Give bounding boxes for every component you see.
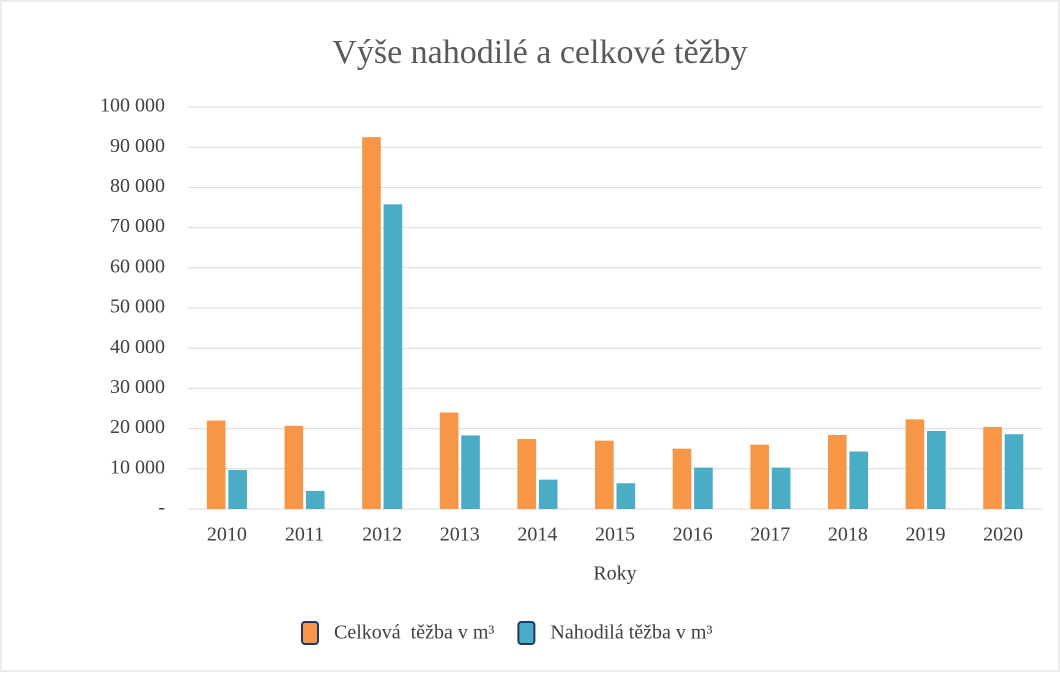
bar [362, 137, 381, 509]
bar [849, 451, 869, 509]
bar [927, 431, 946, 509]
x-tick-label: 2015 [595, 524, 635, 546]
x-axis-label: Roky [593, 563, 636, 585]
chart-title: Výše nahodilé a celkové těžby [332, 34, 747, 71]
x-tick-label: 2020 [983, 524, 1023, 546]
bar [439, 412, 459, 509]
x-tick-label: 2013 [440, 524, 480, 546]
x-tick-label: 2019 [906, 524, 946, 546]
bar [383, 204, 403, 509]
y-tick-label: 40 000 [110, 336, 165, 358]
bar [228, 470, 247, 509]
bar [305, 490, 325, 509]
y-tick-label: 80 000 [110, 175, 165, 197]
y-tick-label: 60 000 [110, 255, 165, 277]
bar [284, 425, 304, 509]
x-tick-label: 2010 [207, 524, 247, 546]
bar [905, 419, 925, 509]
legend-label: Celková těžba v m³ [334, 622, 494, 644]
x-tick-label: 2011 [285, 524, 324, 546]
y-tick-label: 100 000 [100, 95, 165, 117]
bar [461, 435, 480, 509]
bar [206, 420, 226, 509]
x-tick-label: 2014 [517, 524, 557, 546]
y-tick-label: 10 000 [110, 456, 165, 478]
x-tick-label: 2016 [673, 524, 713, 546]
x-tick-label: 2012 [362, 524, 402, 546]
y-tick-label: 70 000 [110, 215, 165, 237]
bar [616, 483, 636, 509]
legend-label: Nahodilá těžba v m³ [550, 622, 712, 644]
bar [1004, 434, 1024, 509]
y-tick-label: 90 000 [110, 135, 165, 157]
legend-swatch [517, 621, 536, 645]
x-tick-label: 2017 [750, 524, 790, 546]
bar [827, 435, 847, 509]
bar [517, 439, 537, 509]
y-tick-label: - [158, 497, 165, 519]
legend-swatch [301, 621, 319, 645]
bar [672, 448, 692, 509]
bar [771, 467, 791, 509]
x-tick-label: 2018 [828, 524, 868, 546]
y-tick-label: 20 000 [110, 416, 165, 438]
bar [595, 440, 614, 509]
bar [538, 479, 558, 509]
bar [750, 444, 769, 509]
bar [694, 467, 713, 509]
bar [983, 426, 1002, 509]
y-tick-label: 50 000 [110, 296, 165, 318]
y-tick-label: 30 000 [110, 376, 165, 398]
